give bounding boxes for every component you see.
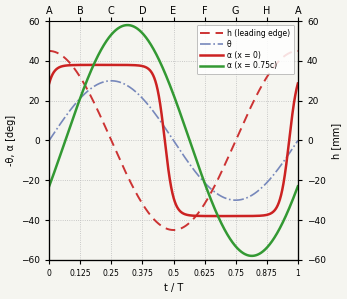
- α (x = 0.75c): [161, 68, 166, 72]
- θ: [109, 79, 113, 83]
- h (leading edge): [60, 54, 64, 57]
- α (x = 0.75c): [243, 252, 247, 256]
- Line: α (x = 0.75c): α (x = 0.75c): [49, 25, 298, 256]
- Line: h (leading edge): h (leading edge): [49, 51, 298, 230]
- θ: [47, 139, 51, 142]
- α (x = 0.75c): [250, 254, 254, 258]
- α (x = 0): [161, 129, 166, 132]
- Line: α (x = 0): α (x = 0): [49, 65, 298, 216]
- α (x = 0): [47, 82, 51, 85]
- α (x = 0): [101, 63, 105, 67]
- α (x = 0.75c): [296, 184, 300, 188]
- X-axis label: t / T: t / T: [164, 283, 183, 293]
- α (x = 0): [296, 82, 300, 85]
- α (x = 0): [168, 180, 172, 184]
- α (x = 0.75c): [60, 149, 64, 152]
- α (x = 0.75c): [289, 202, 293, 206]
- α (x = 0): [243, 214, 247, 218]
- θ: [161, 124, 166, 127]
- α (x = 0): [60, 65, 64, 68]
- θ: [289, 149, 293, 153]
- α (x = 0.75c): [47, 184, 51, 188]
- h (leading edge): [243, 118, 247, 121]
- α (x = 0): [289, 124, 293, 128]
- θ: [60, 120, 64, 123]
- θ: [289, 149, 293, 153]
- h (leading edge): [296, 49, 300, 53]
- Legend: h (leading edge), θ, α (x = 0), α (x = 0.75c): h (leading edge), θ, α (x = 0), α (x = 0…: [196, 25, 294, 74]
- h (leading edge): [47, 49, 51, 53]
- θ: [243, 197, 247, 200]
- h (leading edge): [168, 228, 172, 231]
- θ: [296, 139, 300, 142]
- α (x = 0.75c): [126, 23, 130, 27]
- Y-axis label: h [mm]: h [mm]: [331, 122, 341, 158]
- α (x = 0.75c): [168, 84, 172, 88]
- h (leading edge): [171, 228, 176, 232]
- α (x = 0): [289, 125, 293, 129]
- Y-axis label: -θ, α [deg]: -θ, α [deg]: [6, 115, 16, 166]
- Line: θ: θ: [49, 81, 298, 200]
- θ: [168, 134, 172, 137]
- h (leading edge): [289, 51, 293, 54]
- α (x = 0): [225, 214, 229, 218]
- h (leading edge): [161, 225, 166, 229]
- α (x = 0.75c): [289, 203, 293, 206]
- θ: [234, 198, 238, 202]
- h (leading edge): [289, 51, 293, 54]
